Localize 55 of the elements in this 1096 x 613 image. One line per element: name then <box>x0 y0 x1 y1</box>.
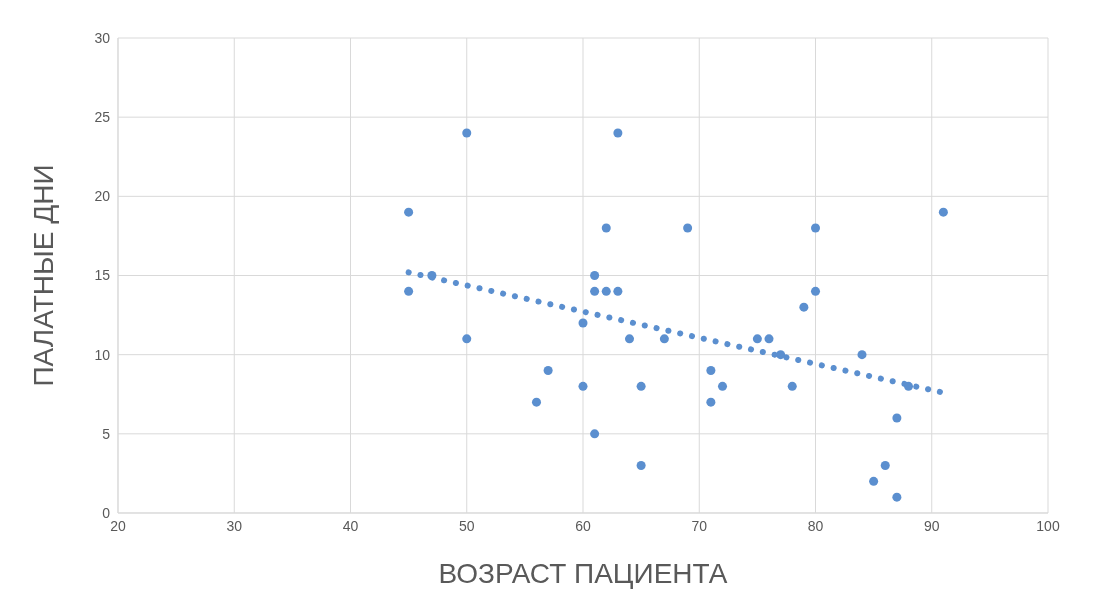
point <box>706 365 716 376</box>
x-tick-label: 40 <box>342 517 359 534</box>
point <box>462 128 472 138</box>
point <box>601 223 611 233</box>
x-tick-label: 80 <box>807 517 824 534</box>
point <box>636 381 646 391</box>
point <box>869 476 879 486</box>
point <box>857 350 867 360</box>
point <box>578 381 588 391</box>
point <box>892 413 902 423</box>
y-tick-label: 15 <box>94 267 111 284</box>
y-tick-label: 10 <box>94 346 111 363</box>
point <box>787 381 797 391</box>
x-tick-label: 50 <box>458 517 475 534</box>
point <box>636 460 646 471</box>
point <box>938 207 948 217</box>
point <box>810 286 821 296</box>
point <box>880 460 890 471</box>
point <box>659 334 669 344</box>
point <box>776 350 786 360</box>
y-tick-label: 25 <box>94 109 111 126</box>
x-tick-label: 100 <box>1036 517 1060 534</box>
point <box>624 334 635 344</box>
x-tick-label: 70 <box>691 517 708 534</box>
point <box>903 381 914 391</box>
point <box>590 429 600 439</box>
x-axis-title: ВОЗРАСТ ПАЦИЕНТА <box>438 558 728 589</box>
y-tick-label: 0 <box>102 504 111 521</box>
point <box>543 365 553 376</box>
point <box>799 302 809 312</box>
point <box>706 397 716 407</box>
point <box>590 270 600 281</box>
point <box>427 270 437 281</box>
point <box>613 286 623 296</box>
point <box>578 318 588 328</box>
y-tick-label: 5 <box>102 425 111 442</box>
y-axis-title: ПАЛАТНЫЕ ДНИ <box>27 164 59 387</box>
point <box>404 286 414 296</box>
point <box>462 334 472 344</box>
point <box>752 334 762 344</box>
point <box>590 286 600 296</box>
x-tick-label: 30 <box>226 517 243 534</box>
y-tick-label: 30 <box>94 29 111 46</box>
point <box>601 286 611 296</box>
point <box>531 397 542 407</box>
y-tick-label: 20 <box>94 188 111 205</box>
x-tick-label: 90 <box>923 517 940 534</box>
point <box>613 128 623 138</box>
point <box>892 492 902 502</box>
point <box>683 223 693 233</box>
point <box>404 207 414 217</box>
point <box>764 334 774 344</box>
point <box>717 381 728 391</box>
x-tick-label: 60 <box>575 517 591 534</box>
point <box>810 223 821 233</box>
